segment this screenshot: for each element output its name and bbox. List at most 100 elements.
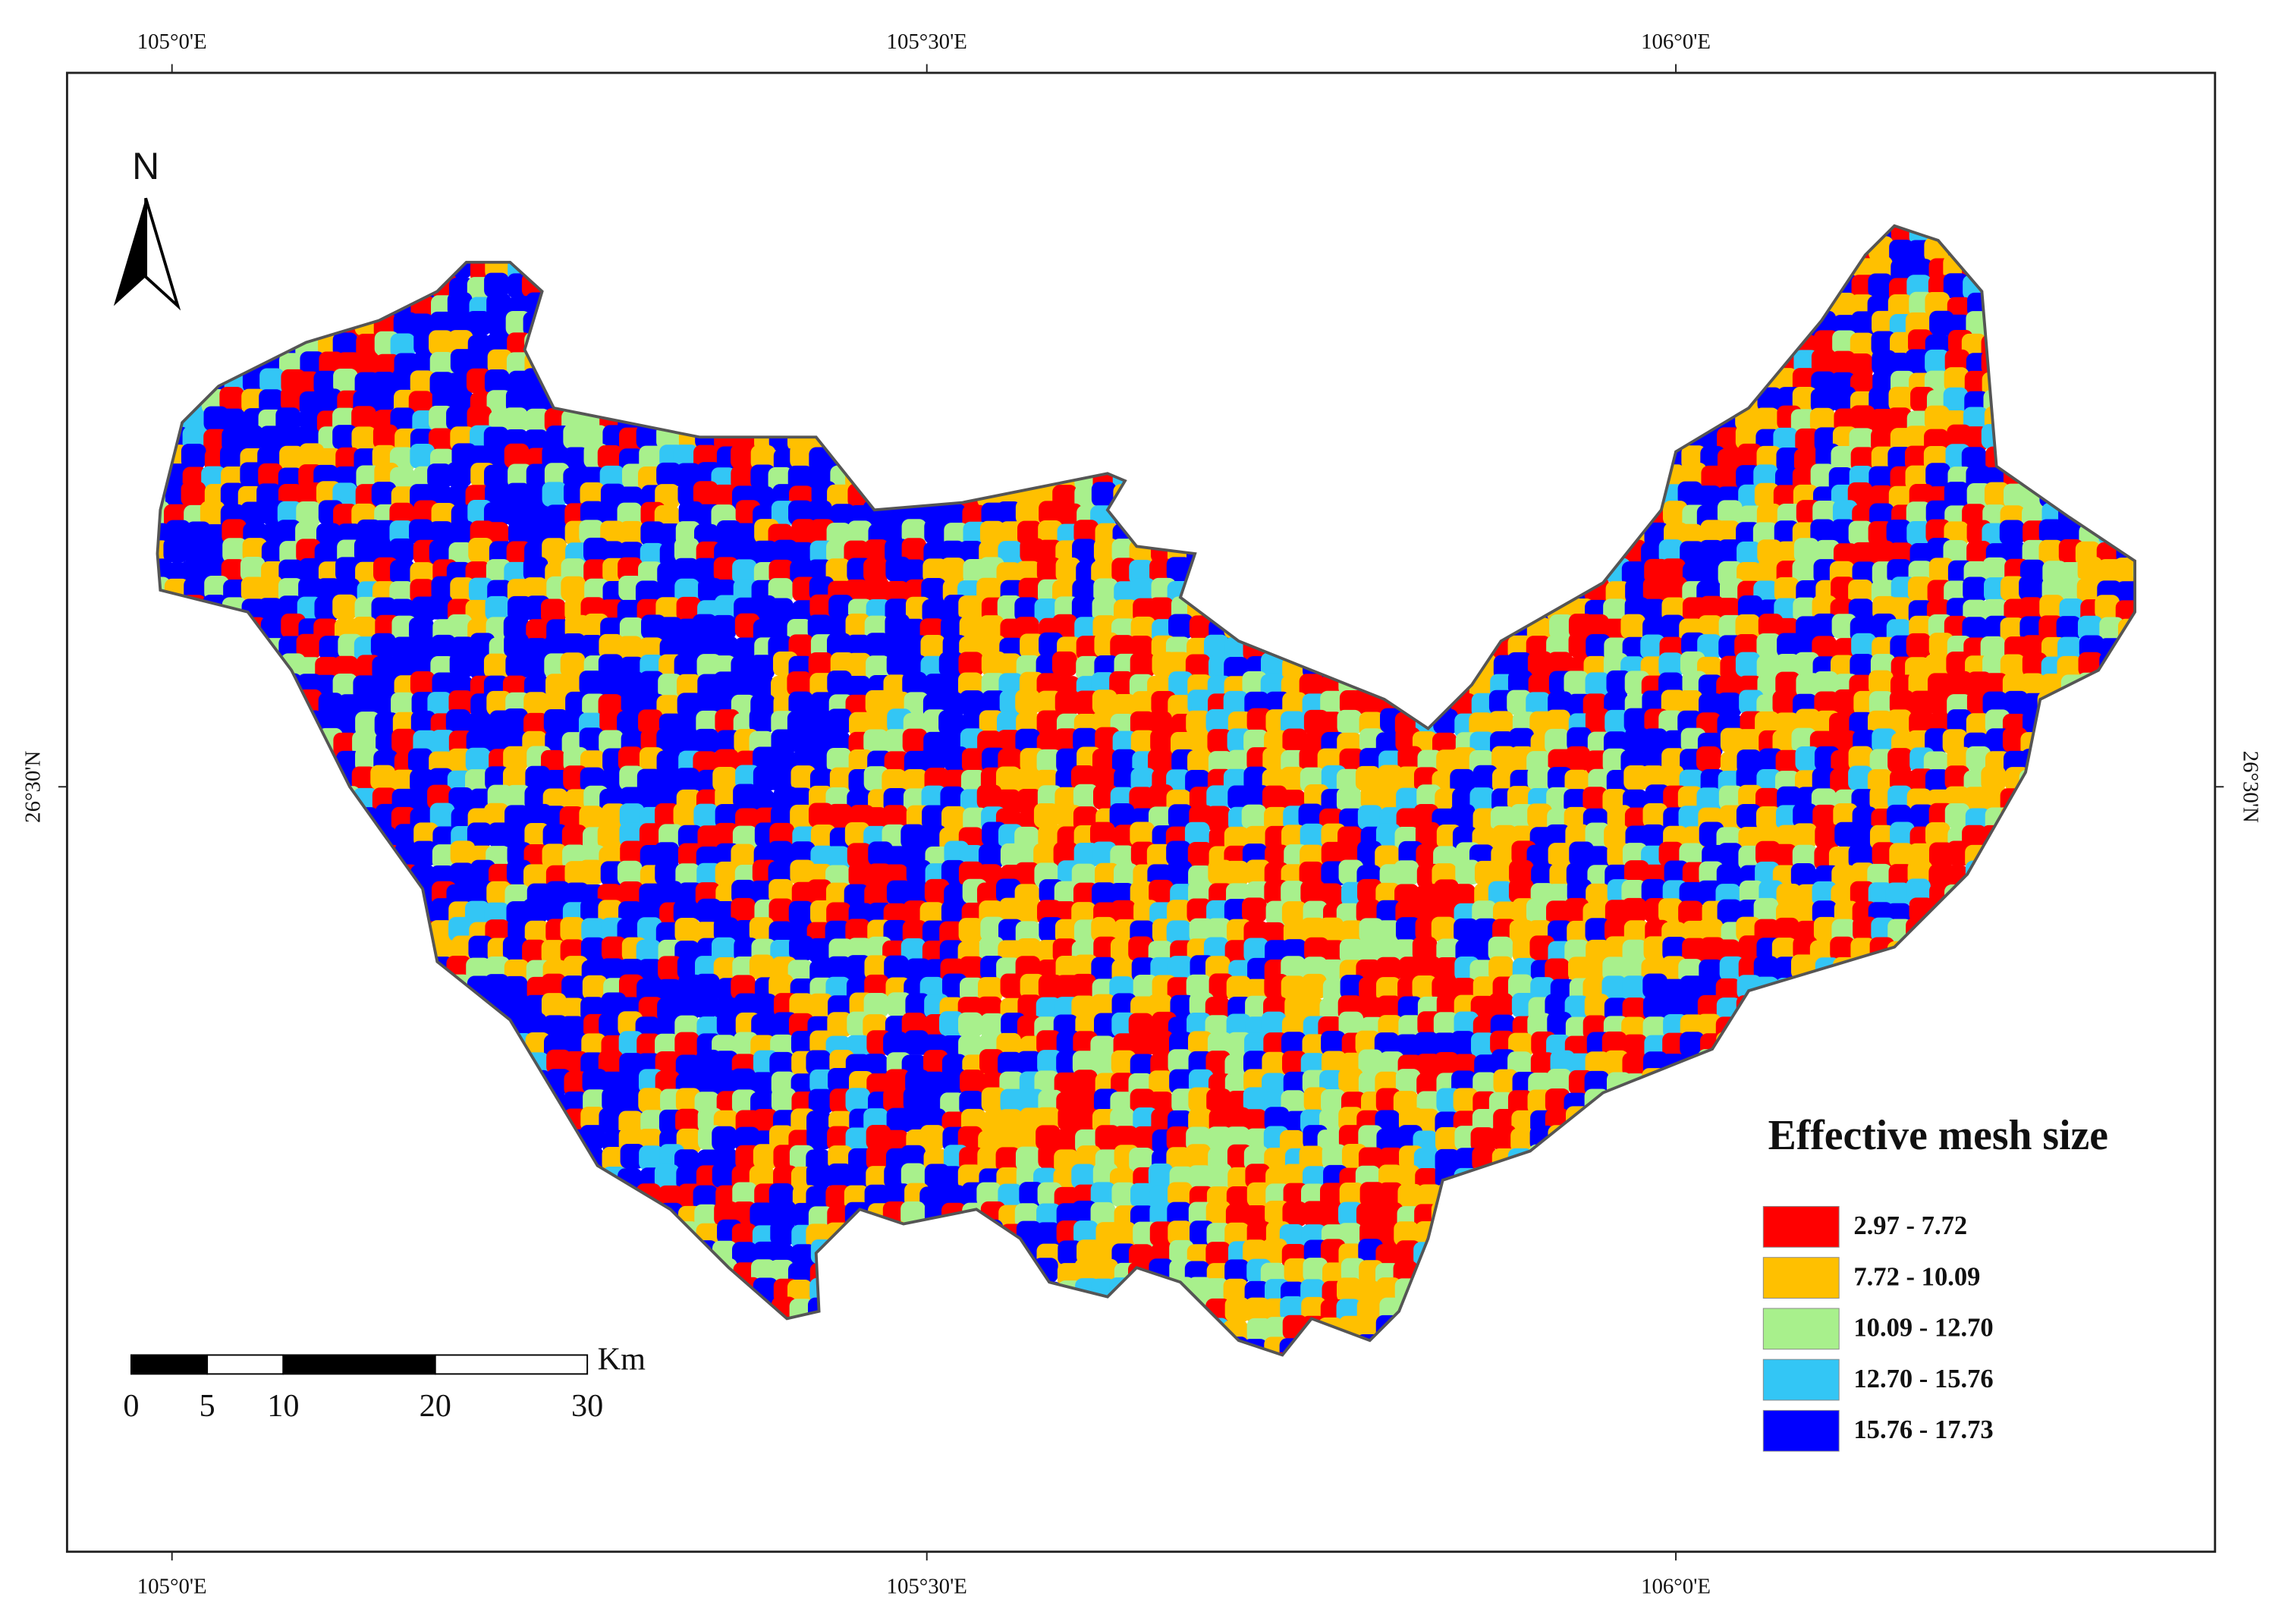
- raster-cell: [1812, 1035, 1837, 1060]
- raster-cell: [1718, 1069, 1743, 1095]
- raster-cell: [524, 225, 550, 243]
- raster-cell: [1469, 482, 1495, 508]
- raster-cell: [1527, 651, 1553, 677]
- raster-cell: [1205, 391, 1231, 416]
- raster-cell: [1033, 225, 1059, 246]
- raster-cell: [2117, 1030, 2136, 1055]
- raster-cell: [1677, 689, 1703, 715]
- raster-cell: [790, 294, 815, 319]
- raster-cell: [278, 278, 304, 303]
- raster-cell: [1299, 276, 1325, 302]
- raster-cell: [276, 520, 301, 545]
- raster-cell: [940, 786, 966, 812]
- raster-cell: [410, 1092, 436, 1117]
- raster-cell: [1054, 689, 1080, 715]
- raster-cell: [1796, 1013, 1821, 1039]
- raster-cell: [448, 787, 473, 812]
- raster-cell: [1889, 843, 1914, 868]
- raster-cell: [882, 768, 907, 794]
- raster-cell: [237, 939, 263, 965]
- raster-cell: [617, 860, 643, 886]
- raster-cell: [411, 840, 437, 866]
- raster-cell: [827, 708, 853, 734]
- raster-cell: [695, 274, 720, 300]
- raster-cell: [1282, 728, 1308, 754]
- raster-cell: [2041, 903, 2067, 928]
- raster-cell: [1944, 884, 1969, 909]
- raster-cell: [959, 424, 985, 450]
- raster-cell: [1318, 651, 1344, 677]
- raster-cell: [1133, 464, 1158, 490]
- raster-cell: [1720, 291, 1745, 316]
- raster-cell: [1605, 709, 1630, 735]
- raster-cell: [1052, 333, 1078, 359]
- raster-cell: [1640, 225, 1666, 245]
- raster-cell: [1453, 653, 1479, 678]
- raster-cell: [2000, 335, 2025, 360]
- raster-cell: [1114, 276, 1139, 302]
- raster-cell: [1281, 225, 1306, 247]
- raster-cell: [1227, 256, 1253, 282]
- raster-cell: [1736, 804, 1762, 829]
- raster-cell: [446, 239, 472, 265]
- raster-cell: [218, 789, 244, 815]
- raster-cell: [1282, 692, 1307, 718]
- raster-cell: [1963, 225, 1988, 242]
- raster-cell: [2057, 636, 2082, 662]
- raster-cell: [1526, 898, 1551, 924]
- raster-cell: [279, 919, 304, 945]
- raster-cell: [1642, 294, 1667, 319]
- raster-cell: [316, 1071, 341, 1096]
- raster-cell: [1435, 388, 1461, 413]
- raster-cell: [450, 1053, 475, 1079]
- raster-cell: [2095, 694, 2121, 720]
- raster-cell: [182, 275, 207, 300]
- raster-cell: [598, 296, 624, 321]
- raster-cell: [675, 863, 701, 888]
- raster-cell: [275, 884, 300, 909]
- raster-cell: [1186, 405, 1212, 430]
- raster-cell: [1413, 463, 1438, 488]
- raster-cell: [1963, 955, 1988, 980]
- raster-cell: [939, 296, 964, 322]
- raster-cell: [1223, 331, 1248, 357]
- raster-cell: [749, 917, 775, 942]
- raster-cell: [1454, 314, 1480, 339]
- raster-cell: [1015, 444, 1041, 469]
- raster-cell: [2077, 1011, 2102, 1037]
- raster-cell: [2041, 225, 2067, 241]
- raster-cell: [1775, 749, 1801, 775]
- raster-cell: [356, 865, 382, 891]
- raster-cell: [904, 350, 929, 375]
- raster-cell: [2098, 371, 2123, 396]
- raster-cell: [1642, 728, 1668, 754]
- raster-cell: [1358, 348, 1384, 373]
- raster-cell: [1756, 655, 1782, 680]
- raster-cell: [1715, 520, 1740, 545]
- raster-cell: [711, 614, 737, 640]
- raster-cell: [1434, 257, 1460, 283]
- raster-cell: [922, 805, 947, 831]
- raster-cell: [1887, 941, 1913, 966]
- raster-cell: [1242, 332, 1268, 358]
- raster-cell: [223, 225, 248, 246]
- raster-cell: [2038, 369, 2063, 394]
- raster-cell: [1246, 225, 1272, 247]
- raster-cell: [2095, 730, 2120, 755]
- raster-cell: [1527, 803, 1552, 828]
- raster-cell: [504, 633, 529, 658]
- raster-cell: [1247, 238, 1272, 263]
- raster-cell: [240, 804, 266, 830]
- raster-cell: [1604, 501, 1630, 526]
- raster-cell: [238, 1091, 263, 1116]
- raster-cell: [1584, 467, 1610, 493]
- raster-cell: [162, 958, 187, 984]
- raster-cell: [167, 918, 193, 943]
- raster-cell: [157, 917, 171, 942]
- raster-cell: [2097, 879, 2122, 905]
- raster-cell: [428, 428, 454, 454]
- raster-cell: [1943, 994, 1969, 1019]
- raster-cell: [1545, 561, 1570, 587]
- raster-cell: [1147, 350, 1173, 375]
- raster-cell: [351, 293, 377, 319]
